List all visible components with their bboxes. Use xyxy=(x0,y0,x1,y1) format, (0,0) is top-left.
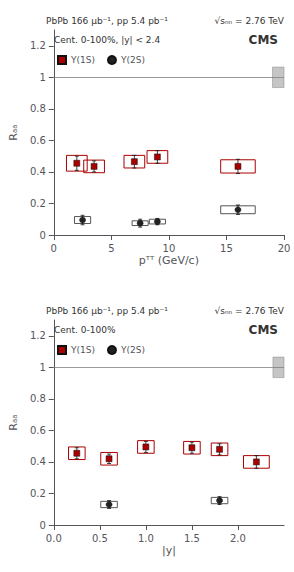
svg-text:PbPb 166 μb⁻¹, pp 5.4 pb⁻¹: PbPb 166 μb⁻¹, pp 5.4 pb⁻¹ xyxy=(46,306,168,316)
svg-text:pᵀᵀ (GeV/c): pᵀᵀ (GeV/c) xyxy=(139,254,199,267)
svg-text:0.2: 0.2 xyxy=(30,488,46,499)
svg-text:0.2: 0.2 xyxy=(30,198,46,209)
svg-text:Υ(1S): Υ(1S) xyxy=(70,345,95,355)
svg-text:Cent. 0-100%, |y| < 2.4: Cent. 0-100%, |y| < 2.4 xyxy=(54,35,160,45)
svg-text:0.6: 0.6 xyxy=(30,425,46,436)
svg-text:1.0: 1.0 xyxy=(138,533,154,544)
svg-text:CMS: CMS xyxy=(249,33,278,47)
svg-text:5: 5 xyxy=(108,243,114,254)
svg-text:PbPb 166 μb⁻¹, pp 5.4 pb⁻¹: PbPb 166 μb⁻¹, pp 5.4 pb⁻¹ xyxy=(46,16,168,26)
svg-text:Rₐₐ: Rₐₐ xyxy=(7,414,20,430)
svg-text:0.4: 0.4 xyxy=(30,166,46,177)
svg-text:√sₙₙ = 2.76 TeV: √sₙₙ = 2.76 TeV xyxy=(215,306,285,316)
svg-text:15: 15 xyxy=(220,243,233,254)
svg-text:0: 0 xyxy=(39,520,45,531)
svg-text:Υ(2S): Υ(2S) xyxy=(120,55,145,65)
svg-text:√sₙₙ = 2.76 TeV: √sₙₙ = 2.76 TeV xyxy=(215,16,285,26)
svg-text:Υ(2S): Υ(2S) xyxy=(120,345,145,355)
svg-text:Rₐₐ: Rₐₐ xyxy=(7,124,20,140)
svg-text:1.2: 1.2 xyxy=(30,330,46,341)
svg-text:2.0: 2.0 xyxy=(230,533,246,544)
svg-text:0: 0 xyxy=(51,243,57,254)
svg-text:0.4: 0.4 xyxy=(30,456,46,467)
svg-text:Cent. 0-100%: Cent. 0-100% xyxy=(54,325,116,335)
svg-text:0.8: 0.8 xyxy=(30,103,46,114)
svg-text:0.6: 0.6 xyxy=(30,135,46,146)
svg-text:CMS: CMS xyxy=(249,323,278,337)
svg-text:0.5: 0.5 xyxy=(92,533,108,544)
svg-text:10: 10 xyxy=(163,243,176,254)
svg-text:Υ(1S): Υ(1S) xyxy=(70,55,95,65)
svg-text:|y|: |y| xyxy=(162,544,176,557)
svg-text:1: 1 xyxy=(39,362,45,373)
svg-text:0.0: 0.0 xyxy=(46,533,62,544)
svg-text:1.2: 1.2 xyxy=(30,40,46,51)
svg-text:0.8: 0.8 xyxy=(30,393,46,404)
svg-text:0: 0 xyxy=(39,230,45,241)
svg-text:1: 1 xyxy=(39,72,45,83)
svg-text:1.5: 1.5 xyxy=(184,533,200,544)
svg-text:20: 20 xyxy=(278,243,291,254)
